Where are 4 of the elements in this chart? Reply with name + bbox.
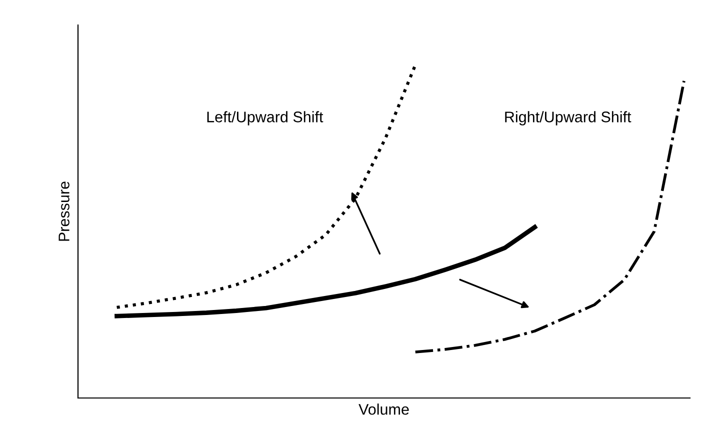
y-axis-title: Pressure xyxy=(58,182,70,241)
annotation: Left/Upward Shift xyxy=(207,111,324,126)
x-axis-title: Volume xyxy=(358,404,409,415)
annotation: Right/Upward Shift xyxy=(505,111,632,126)
